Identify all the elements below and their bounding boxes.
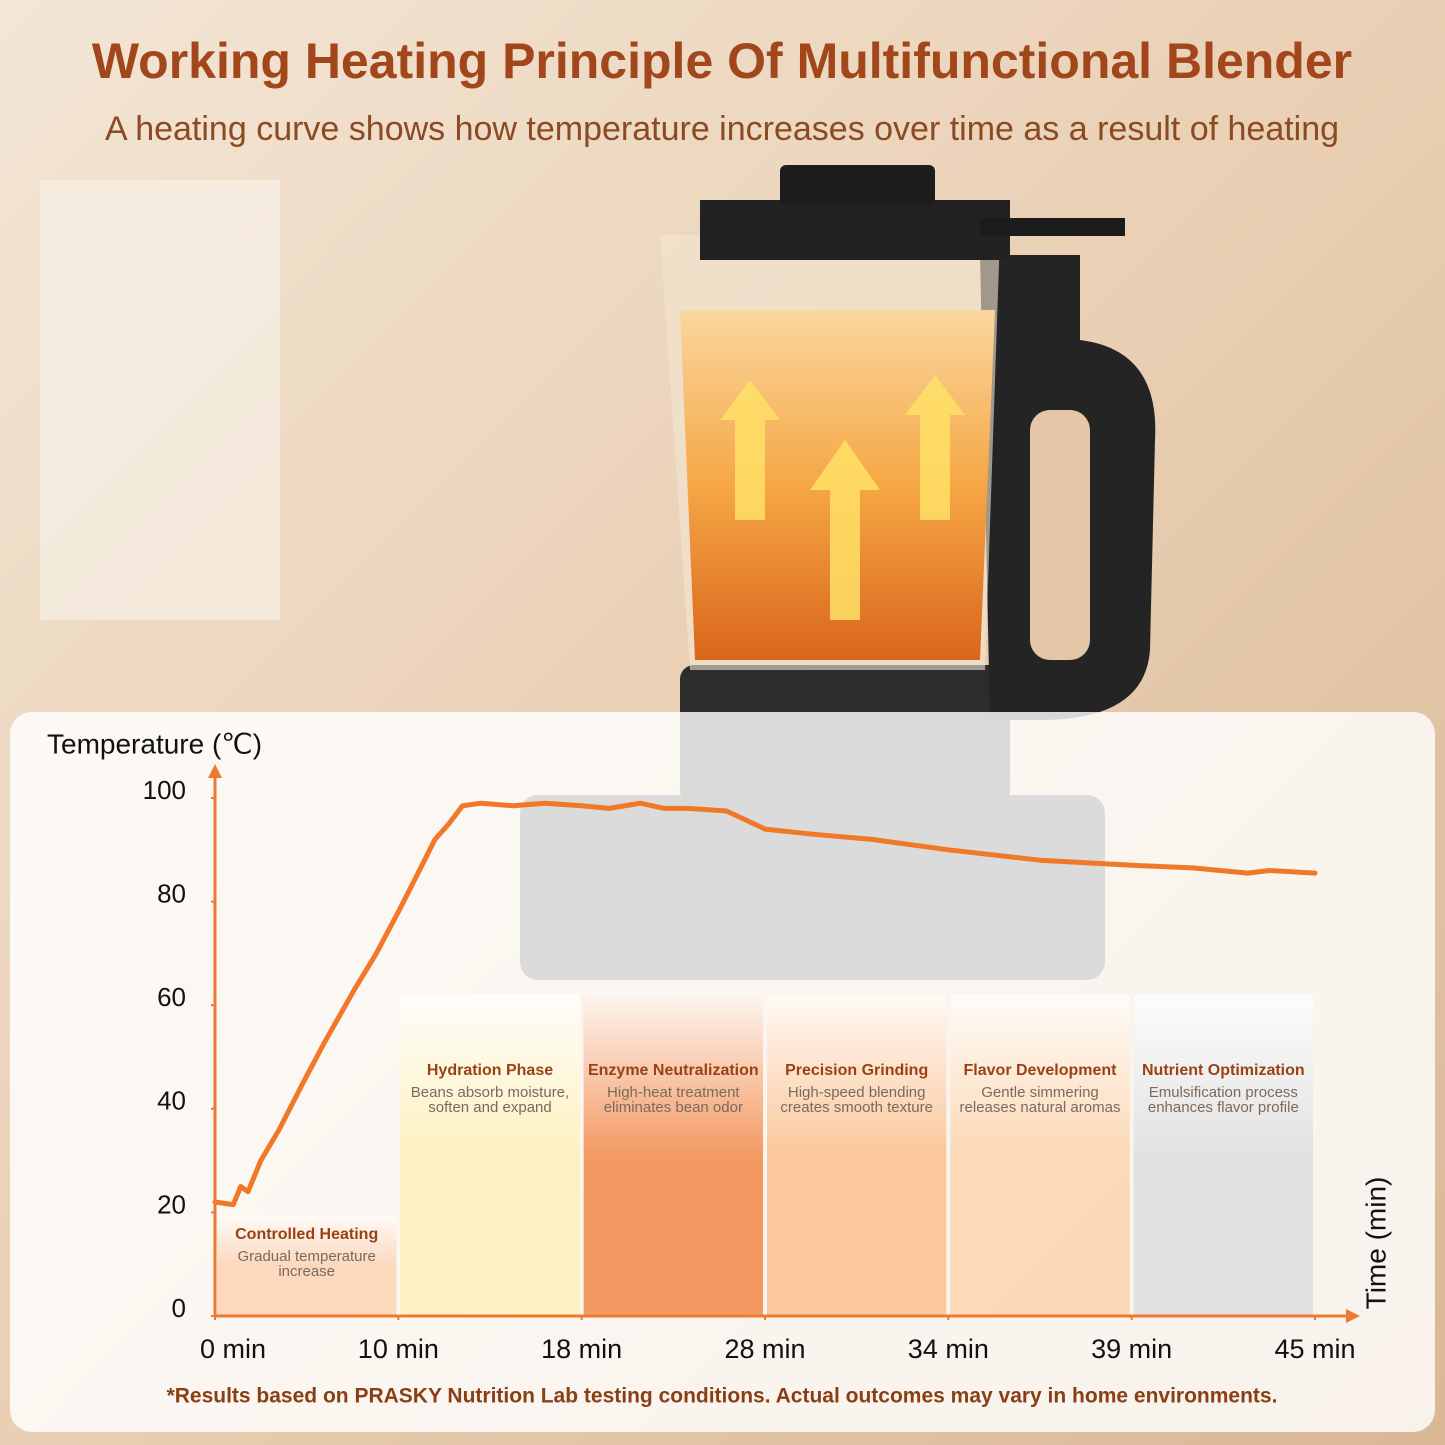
phase-title: Enzyme Neutralization <box>588 1062 759 1079</box>
x-tick-label: 10 min <box>358 1334 439 1364</box>
x-tick-label: 45 min <box>1274 1334 1355 1364</box>
footnote: *Results based on PRASKY Nutrition Lab t… <box>167 1385 1278 1408</box>
phase-fade <box>767 995 947 1156</box>
x-axis-arrow <box>1346 1309 1360 1323</box>
plot-area: Controlled Heating Gradual temperatureinc… <box>143 764 1360 1364</box>
phase-fade <box>583 995 763 1156</box>
phase-fade <box>217 1215 397 1266</box>
phase-text: releases natural aromas <box>960 1099 1121 1116</box>
y-axis-arrow <box>208 764 222 778</box>
x-tick-label: 0 min <box>200 1334 266 1364</box>
y-tick-label: 40 <box>157 1086 186 1116</box>
phase-text: creates smooth texture <box>780 1099 933 1116</box>
x-tick-label: 34 min <box>908 1334 989 1364</box>
x-tick-label: 39 min <box>1091 1334 1172 1364</box>
phase-text: increase <box>278 1263 335 1280</box>
phase-text: High-heat treatment <box>607 1084 740 1101</box>
y-tick-label: 0 <box>172 1293 186 1323</box>
phase-text: soften and expand <box>428 1099 551 1116</box>
phase-fade <box>950 995 1130 1156</box>
temperature-line <box>212 800 1318 1208</box>
phase-text: Emulsification process <box>1149 1084 1298 1101</box>
phase-text: Gentle simmering <box>981 1084 1099 1101</box>
phase-title: Nutrient Optimization <box>1142 1062 1305 1079</box>
phase-title: Precision Grinding <box>785 1062 928 1079</box>
x-tick-label: 28 min <box>724 1334 805 1364</box>
phase-text: High-speed blending <box>788 1084 926 1101</box>
phase-title: Controlled Heating <box>235 1226 378 1243</box>
phase-title: Hydration Phase <box>427 1062 553 1079</box>
phase-text: Beans absorb moisture, <box>411 1084 569 1101</box>
phase-fade <box>1133 995 1313 1156</box>
phase-text: eliminates bean odor <box>604 1099 743 1116</box>
chart-title: Working Heating Principle Of Multifuncti… <box>92 33 1352 89</box>
chart-subtitle: A heating curve shows how temperature in… <box>105 110 1339 148</box>
y-tick-label: 100 <box>143 775 186 805</box>
window <box>40 180 280 620</box>
phase-text: enhances flavor profile <box>1148 1099 1299 1116</box>
y-tick-label: 60 <box>157 982 186 1012</box>
y-axis-label: Temperature (℃) <box>47 728 262 759</box>
phase-fade <box>400 995 580 1156</box>
x-tick-label: 18 min <box>541 1334 622 1364</box>
x-axis-label: Time (min) <box>1360 1177 1391 1310</box>
phase-title: Flavor Development <box>964 1062 1118 1079</box>
phase-text: Gradual temperature <box>237 1248 375 1265</box>
y-tick-label: 20 <box>157 1189 186 1219</box>
y-tick-label: 80 <box>157 878 186 908</box>
